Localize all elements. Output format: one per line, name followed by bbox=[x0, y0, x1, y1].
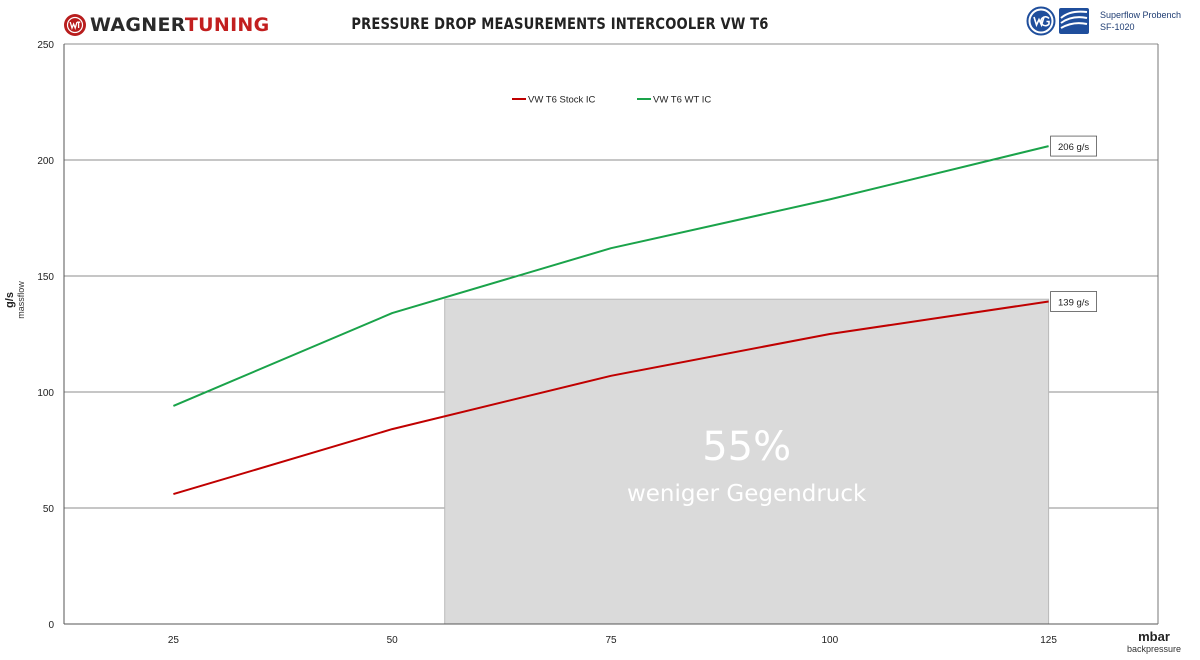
data-label-box bbox=[1050, 291, 1097, 312]
highlight-percentage: 55% bbox=[702, 424, 791, 470]
x-tick-label: 50 bbox=[387, 635, 399, 646]
series-lines bbox=[173, 145, 1049, 496]
legend: VW T6 Stock IC VW T6 WT IC bbox=[512, 95, 711, 106]
bench-info: Superflow Probench SF-1020 bbox=[1026, 6, 1181, 36]
x-axis-label-sub: backpressure bbox=[1126, 644, 1182, 654]
x-tick-label: 125 bbox=[1040, 635, 1057, 646]
y-tick-label: 250 bbox=[37, 40, 54, 51]
bench-model: SF-1020 bbox=[1100, 22, 1135, 32]
x-tick-label: 75 bbox=[605, 635, 617, 646]
bench-name: Superflow Probench bbox=[1100, 10, 1182, 20]
axes: 0 50 100 150 200 250 25 50 75 100 125 bbox=[37, 40, 1159, 646]
y-tick-label: 50 bbox=[43, 504, 55, 515]
data-label: 139 g/s bbox=[1058, 298, 1089, 309]
superflow-logo-icon bbox=[1059, 8, 1089, 34]
highlight-caption: weniger Gegendruck bbox=[627, 481, 867, 507]
wt-badge-icon bbox=[64, 14, 86, 36]
highlight-box bbox=[444, 298, 1050, 625]
brand-logo: WAGNERTUNING bbox=[64, 12, 270, 38]
legend-entry: VW T6 Stock IC bbox=[528, 95, 596, 106]
y-tick-label: 150 bbox=[37, 272, 54, 283]
x-tick-label: 25 bbox=[168, 635, 180, 646]
y-axis-label: g/s massflow bbox=[0, 281, 44, 360]
x-axis-label: mbar backpressure bbox=[1112, 630, 1196, 655]
brand-name-part2: TUNING bbox=[184, 14, 270, 36]
data-labels: 139 g/s 206 g/s bbox=[1050, 135, 1097, 312]
y-tick-label: 100 bbox=[37, 388, 54, 399]
y-axis-label-main: g/s bbox=[4, 292, 16, 308]
series-line-wt bbox=[173, 145, 1049, 407]
series-line-stock bbox=[173, 300, 1049, 496]
y-axis-label-sub: massflow bbox=[16, 281, 26, 319]
x-tick-label: 100 bbox=[821, 635, 838, 646]
data-label-box bbox=[1050, 135, 1097, 157]
y-tick-label: 0 bbox=[48, 620, 54, 631]
data-label: 206 g/s bbox=[1058, 142, 1089, 153]
brand-name: WAGNERTUNING bbox=[90, 14, 270, 36]
chart-title: PRESSURE DROP MEASUREMENTS INTERCOOLER V… bbox=[351, 14, 769, 33]
brand-name-part1: WAGNER bbox=[90, 14, 185, 36]
y-tick-label: 200 bbox=[37, 156, 54, 167]
highlight-region: 55% weniger Gegendruck bbox=[444, 298, 1050, 625]
legend-entry: VW T6 WT IC bbox=[653, 95, 711, 106]
x-axis-label-main: mbar bbox=[1138, 629, 1170, 644]
wg-logo-icon bbox=[1026, 6, 1056, 36]
